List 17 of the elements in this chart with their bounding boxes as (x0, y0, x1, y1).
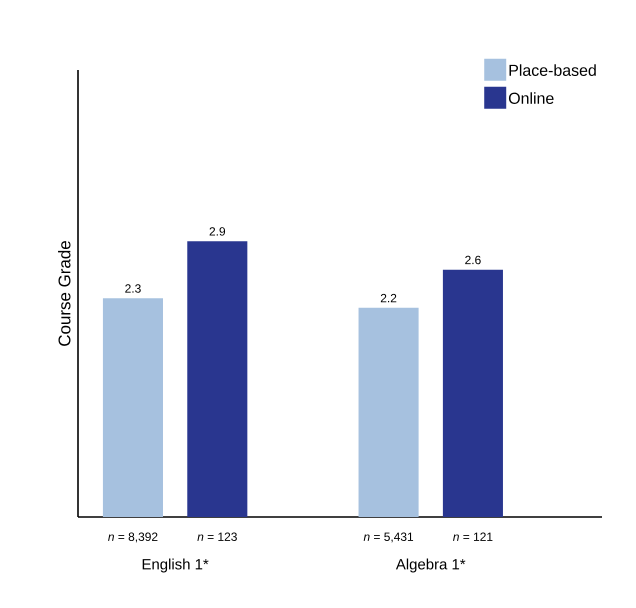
bar (358, 308, 419, 517)
data-label: 2.3 (125, 284, 141, 293)
x-tick-label: Algebra 1* (396, 558, 466, 572)
legend-label: Online (508, 92, 554, 104)
y-axis-title: Course Grade (58, 241, 70, 346)
text: n = 5,431 (364, 532, 414, 542)
x-tick-label: English 1* (142, 558, 209, 572)
data-label: 2.9 (210, 227, 226, 236)
text: n = 8,392 (108, 532, 158, 542)
legend-label: Place-based (510, 64, 596, 76)
bar (187, 241, 248, 517)
bar (102, 298, 163, 517)
text: n = 121 (453, 532, 492, 541)
data-label: 2.2 (380, 294, 396, 302)
data-label: 2.6 (465, 256, 481, 264)
text: n = 123 (197, 532, 237, 541)
bar (442, 270, 503, 517)
